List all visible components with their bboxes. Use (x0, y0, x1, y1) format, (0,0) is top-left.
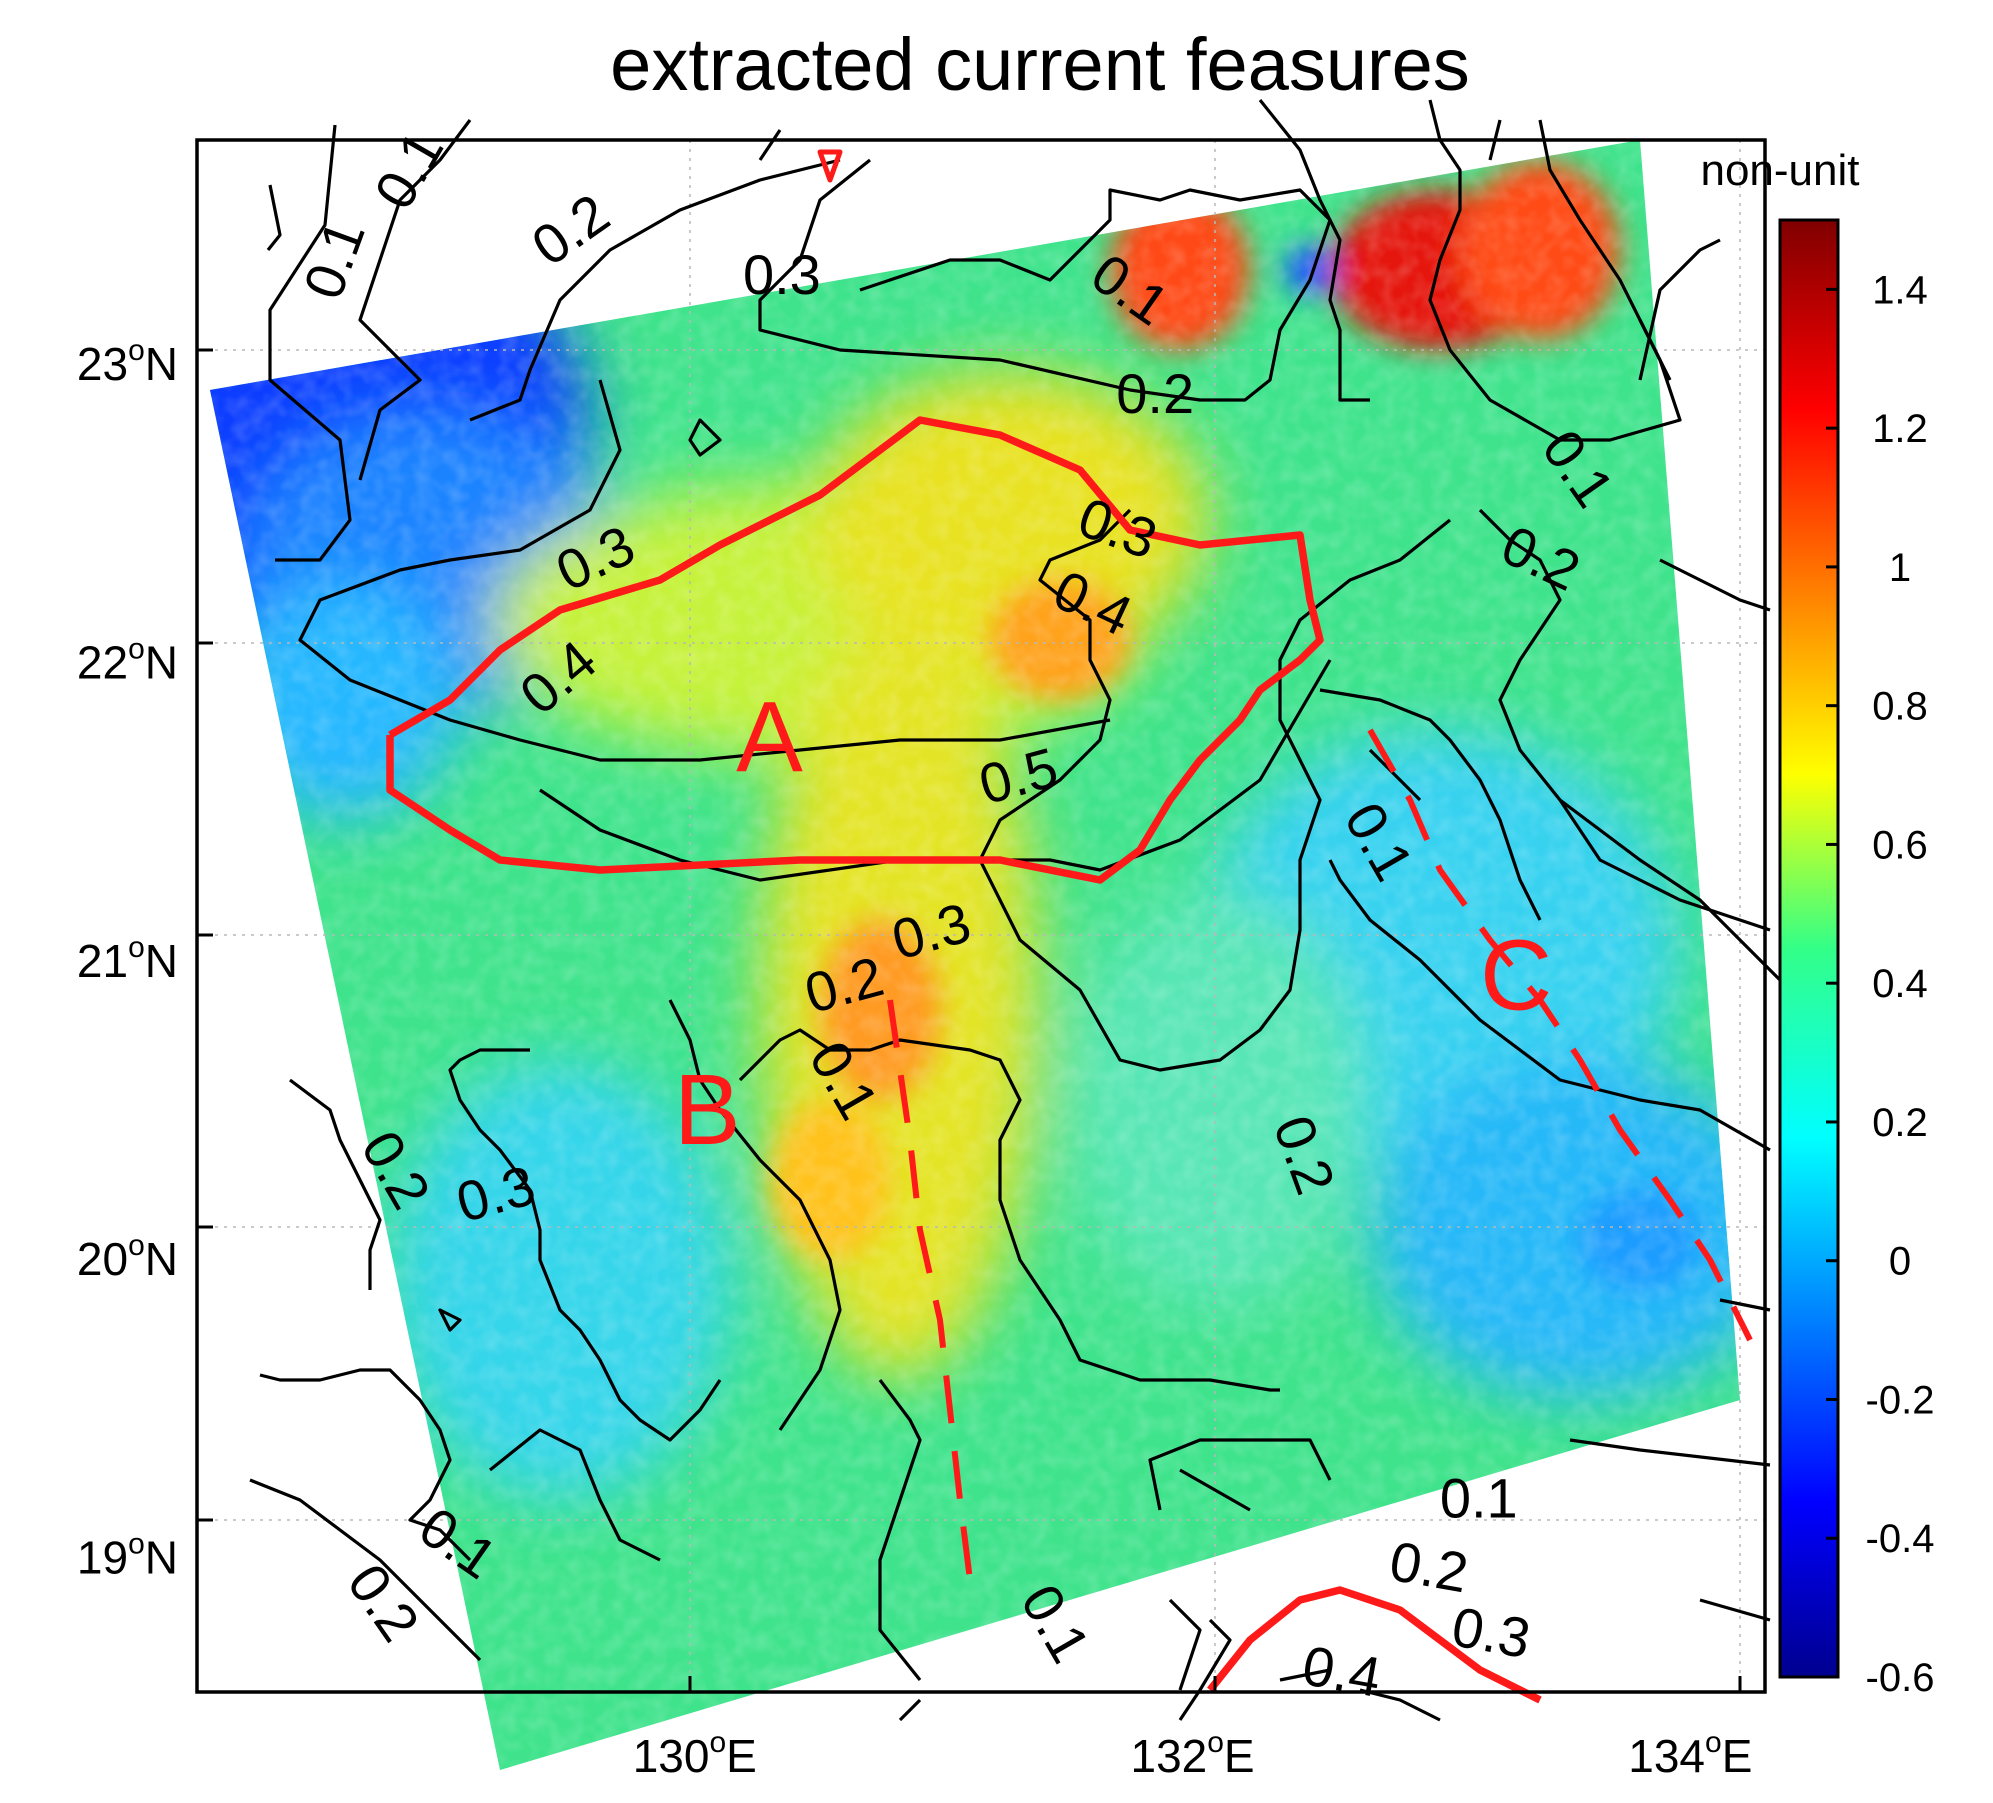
contour-label: 0.3 (743, 243, 821, 306)
colorbar-tick-label: 0.2 (1872, 1101, 1928, 1145)
axis-ticks (197, 348, 1742, 1692)
colorbar-tick-label: -0.2 (1866, 1378, 1935, 1422)
y-tick-23-value: 23 (77, 338, 128, 390)
map-frame (195, 138, 1767, 1694)
colorbar-tick-label: 0 (1889, 1240, 1911, 1284)
contour-label: 0.1 (362, 120, 455, 219)
x-tick-132-value: 132 (1130, 1730, 1207, 1782)
contour-label: 0.2 (1116, 362, 1194, 425)
contour-label: 0.4 (1298, 1633, 1386, 1709)
y-tick-19: 19oN (77, 1528, 178, 1584)
y-tick-23-hemisphere: N (145, 338, 178, 390)
y-tick-20-degree: o (128, 1229, 145, 1262)
feature-b-path (887, 999, 973, 1581)
x-tick-130: 130oE (633, 1726, 757, 1782)
x-tick-130-hemisphere: E (726, 1730, 757, 1782)
feature-c-path (1367, 728, 1753, 1342)
y-tick-23-degree: o (128, 334, 145, 367)
colorbar-tick-label: -0.6 (1866, 1656, 1935, 1700)
colorbar-label: non-unit (1700, 146, 1859, 195)
contour-label: 0.3 (1447, 1595, 1535, 1671)
colorbar-tick-label: 1 (1889, 546, 1911, 590)
contour-label: 0.1 (291, 212, 377, 307)
colorbar-tick-label: 0.8 (1872, 685, 1928, 729)
x-tick-130-degree: o (709, 1726, 726, 1759)
y-tick-19-hemisphere: N (145, 1532, 178, 1584)
feature-d-arc (1207, 1586, 1542, 1704)
y-tick-20-hemisphere: N (145, 1233, 178, 1285)
contour-label: 0.2 (1385, 1529, 1473, 1605)
feature-label-a: A (736, 681, 803, 793)
colorbar-ramp (1778, 218, 1840, 1679)
colorbar-tick-label: 0.6 (1872, 823, 1928, 867)
y-tick-21-value: 21 (77, 935, 128, 987)
y-tick-20-value: 20 (77, 1233, 128, 1285)
x-tick-134-degree: o (1705, 1726, 1722, 1759)
swath-field (210, 140, 1740, 1770)
contour-label: 0.2 (336, 1553, 432, 1653)
y-tick-19-value: 19 (77, 1532, 128, 1584)
colorbar-ticks: 1.4 1.2 1 0.8 0.6 0.4 0.2 0 -0.2 -0.4 -0.6 (1826, 268, 1934, 1700)
x-tick-labels: 130oE 132oE 134oE (633, 1726, 1753, 1782)
x-tick-132-hemisphere: E (1224, 1730, 1255, 1782)
colorbar-tick-label: 1.4 (1872, 268, 1928, 312)
y-tick-22-degree: o (128, 632, 145, 665)
x-tick-132: 132oE (1130, 1726, 1254, 1782)
x-tick-134: 134oE (1628, 1726, 1752, 1782)
plot-area: 0.10.10.2 0.3 0.10.20.10.20.30.3 0.40.40.50… (195, 99, 1782, 1770)
y-tick-21-degree: o (128, 931, 145, 964)
y-tick-22: 22oN (77, 632, 178, 688)
x-tick-134-hemisphere: E (1722, 1730, 1753, 1782)
contour-label: 0.2 (520, 181, 620, 277)
contour-label: 0.1 (1440, 1467, 1518, 1530)
feature-marker (817, 149, 843, 183)
x-tick-134-value: 134 (1628, 1730, 1705, 1782)
y-tick-22-value: 22 (77, 636, 128, 688)
y-tick-20: 20oN (77, 1229, 178, 1285)
y-tick-19-degree: o (128, 1528, 145, 1561)
y-tick-21-hemisphere: N (145, 935, 178, 987)
contour-lines (249, 99, 1782, 1722)
colorbar: non-unit 1.4 1.2 1 0.8 0.6 0.4 0.2 0 -0.2 -0.4 -0.… (1700, 146, 1934, 1700)
feature-labels: A B C (674, 681, 1552, 1166)
chart-title: extracted current feasures (610, 23, 1470, 106)
feature-label-b: B (674, 1054, 741, 1166)
grid-lines (197, 140, 1765, 1692)
colorbar-tick-label: 1.2 (1872, 407, 1928, 451)
y-tick-23: 23oN (77, 334, 178, 390)
colorbar-tick-label: 0.4 (1872, 962, 1928, 1006)
colorbar-tick-label: -0.4 (1866, 1517, 1935, 1561)
y-tick-21: 21oN (77, 931, 178, 987)
feature-a-outline (386, 416, 1324, 884)
x-tick-130-value: 130 (633, 1730, 710, 1782)
extracted-features (386, 149, 1753, 1704)
x-tick-132-degree: o (1207, 1726, 1224, 1759)
feature-label-c: C (1480, 920, 1552, 1032)
y-tick-22-hemisphere: N (145, 636, 178, 688)
